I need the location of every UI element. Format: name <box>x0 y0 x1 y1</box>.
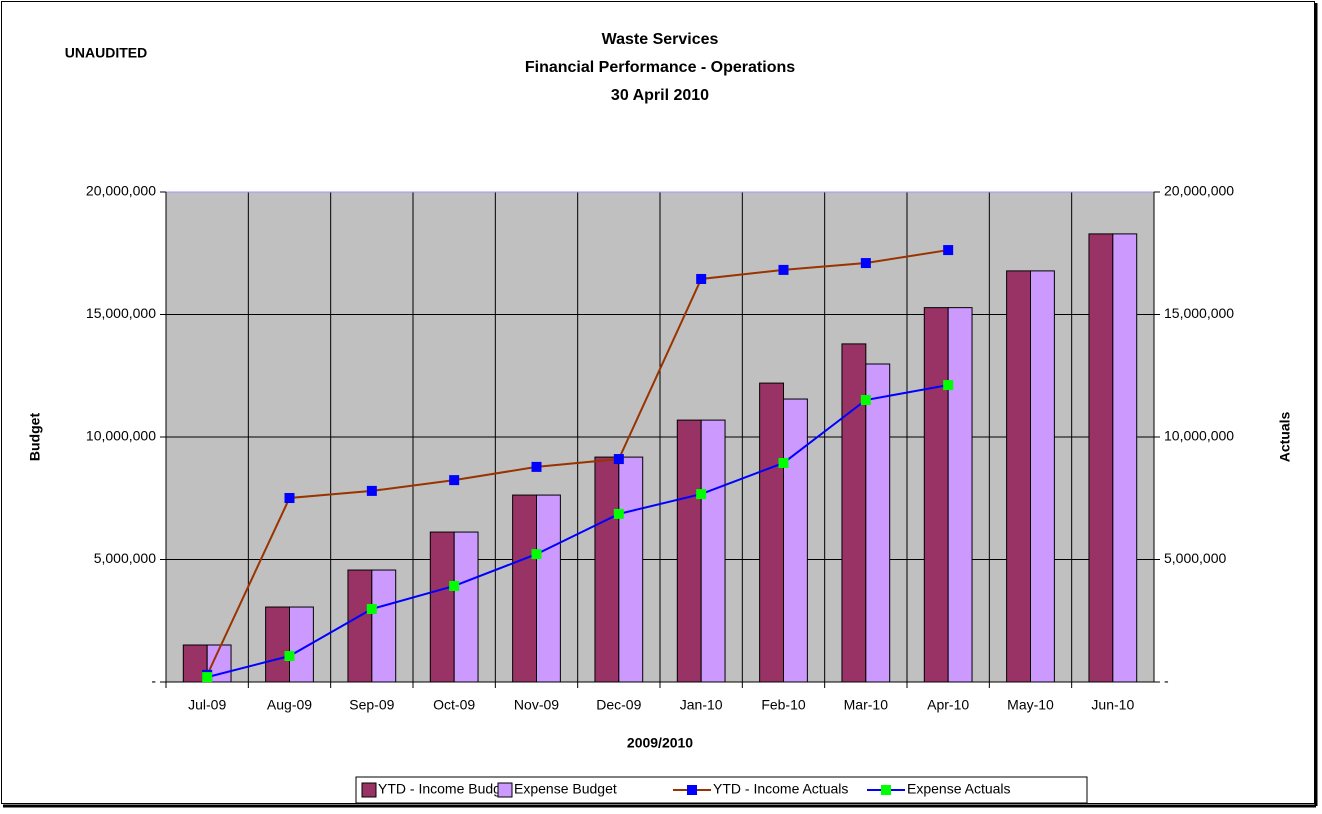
chart-title: Waste Services <box>602 31 719 48</box>
bar <box>841 343 867 683</box>
marker <box>860 395 871 406</box>
legend-label: Expense Actuals <box>907 781 1011 797</box>
legend-marker <box>687 785 697 795</box>
legend: YTD - Income Budget Expense Budget YTD - I… <box>355 776 1088 804</box>
bar <box>265 606 290 683</box>
x-tick-label: Dec-09 <box>596 697 641 713</box>
marker <box>613 454 624 465</box>
marker <box>778 457 789 468</box>
marker <box>696 489 707 500</box>
y2-tick-label: 10,000,000 <box>1164 428 1234 444</box>
bar <box>783 398 808 683</box>
bar <box>429 531 455 683</box>
line <box>206 249 949 676</box>
marker <box>202 672 213 683</box>
x-tick-label: Nov-09 <box>514 697 559 713</box>
x-tick-label: Aug-09 <box>267 697 312 713</box>
y2-tick-label: 5,000,000 <box>1164 550 1226 566</box>
marker <box>943 380 954 391</box>
bar <box>453 531 479 683</box>
legend-box <box>355 776 1088 804</box>
bar <box>371 569 397 683</box>
x-tick-label: May-10 <box>1007 697 1054 713</box>
y2-axis-label: Actuals <box>1277 412 1293 463</box>
marker <box>449 475 460 486</box>
chart-subtitle: Financial Performance - Operations <box>525 59 795 76</box>
bar <box>512 494 538 683</box>
x-tick-label: Feb-10 <box>761 697 806 713</box>
marker <box>531 549 542 560</box>
legend-label: Expense Budget <box>514 781 617 797</box>
marker <box>284 651 295 662</box>
bar <box>865 363 891 683</box>
bar <box>536 494 561 683</box>
chart-subtitle: 30 April 2010 <box>611 87 709 104</box>
x-tick-label: Jul-09 <box>188 697 226 713</box>
marker <box>778 264 789 275</box>
bar <box>1088 233 1114 683</box>
x-tick-label: Jun-10 <box>1091 697 1134 713</box>
legend-marker <box>881 785 891 795</box>
y2-tick-label: 20,000,000 <box>1164 183 1234 199</box>
line <box>206 384 949 679</box>
y-tick-label: 10,000,000 <box>86 428 156 444</box>
bar <box>1030 270 1055 683</box>
bar <box>759 382 785 683</box>
marker <box>366 485 377 496</box>
bar <box>618 456 644 683</box>
y-tick-label: 15,000,000 <box>86 305 156 321</box>
y-tick-label: 20,000,000 <box>86 183 156 199</box>
y2-tick-label: 15,000,000 <box>1164 305 1234 321</box>
x-tick-label: Sep-09 <box>349 697 394 713</box>
marker <box>366 603 377 614</box>
legend-label: YTD - Income Actuals <box>713 781 848 797</box>
marker <box>284 493 295 504</box>
bar <box>947 307 973 683</box>
annotation: UNAUDITED <box>65 45 147 61</box>
marker <box>613 508 624 519</box>
bar <box>594 456 620 683</box>
x-tick-label: Apr-10 <box>927 697 969 713</box>
y2-tick-label: - <box>1164 673 1169 689</box>
marker <box>449 580 460 591</box>
x-tick-label: Oct-09 <box>433 697 475 713</box>
marker <box>943 245 954 256</box>
bar <box>700 419 726 683</box>
x-tick-label: Mar-10 <box>844 697 889 713</box>
x-axis-label: 2009/2010 <box>627 735 693 751</box>
y-tick-label: 5,000,000 <box>94 550 156 566</box>
legend-swatch <box>361 782 377 798</box>
bar <box>676 419 702 683</box>
legend-label: YTD - Income Budget <box>378 781 513 797</box>
bar <box>923 307 949 683</box>
bar <box>1006 270 1032 683</box>
y-tick-label: - <box>151 673 156 689</box>
x-tick-label: Jan-10 <box>680 697 723 713</box>
marker <box>531 461 542 472</box>
legend-swatch <box>497 782 513 798</box>
bar <box>289 606 314 683</box>
bar <box>347 569 373 683</box>
marker <box>696 273 707 284</box>
y-axis-label: Budget <box>27 413 43 462</box>
bar <box>1112 233 1138 683</box>
marker <box>860 258 871 269</box>
